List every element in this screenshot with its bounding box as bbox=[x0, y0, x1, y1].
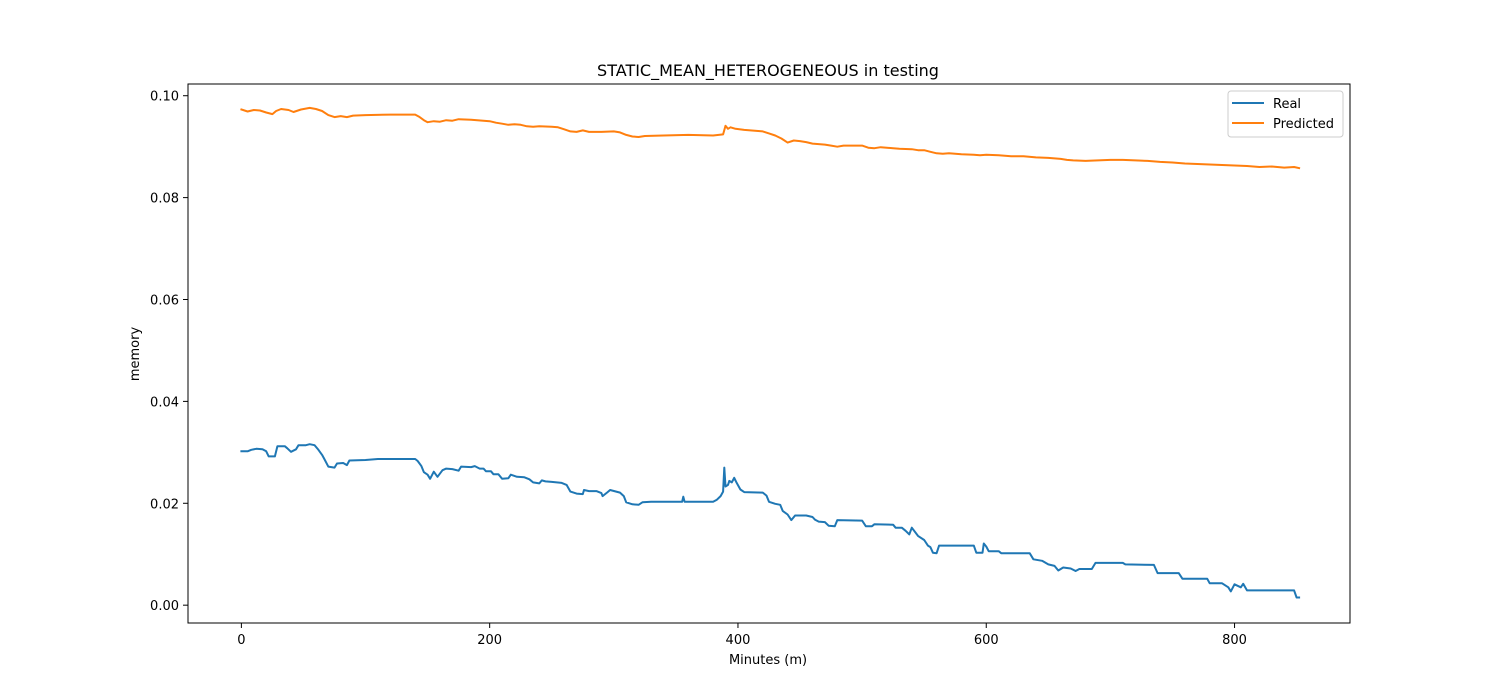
x-axis-label: Minutes (m) bbox=[729, 653, 807, 668]
x-tick-label: 0 bbox=[237, 633, 245, 648]
x-tick-label: 400 bbox=[726, 633, 751, 648]
series-line-predicted bbox=[240, 106, 1301, 170]
y-tick-label: 0.06 bbox=[150, 293, 179, 308]
y-tick-label: 0.08 bbox=[150, 192, 179, 207]
x-tick-label: 600 bbox=[974, 633, 999, 648]
chart-title: STATIC_MEAN_HETEROGENEOUS in testing bbox=[597, 61, 939, 81]
y-tick-label: 0.02 bbox=[150, 497, 179, 512]
y-axis-label: memory bbox=[128, 327, 143, 382]
x-tick-label: 200 bbox=[477, 633, 502, 648]
series-layer bbox=[240, 106, 1301, 599]
plot-frame bbox=[187, 83, 1351, 624]
series-line-real bbox=[240, 443, 1301, 599]
legend-label-predicted: Predicted bbox=[1273, 117, 1334, 132]
y-tick-label: 0.04 bbox=[150, 395, 179, 410]
x-axis: 0 200 400 600 800 bbox=[237, 623, 1247, 648]
y-axis: 0.00 0.02 0.04 0.06 0.08 0.10 bbox=[150, 90, 188, 614]
y-tick-label: 0.10 bbox=[150, 90, 179, 105]
y-tick-label: 0.00 bbox=[150, 599, 179, 614]
x-tick-label: 800 bbox=[1222, 633, 1247, 648]
legend: Real Predicted bbox=[1227, 90, 1344, 138]
legend-label-real: Real bbox=[1273, 97, 1301, 112]
